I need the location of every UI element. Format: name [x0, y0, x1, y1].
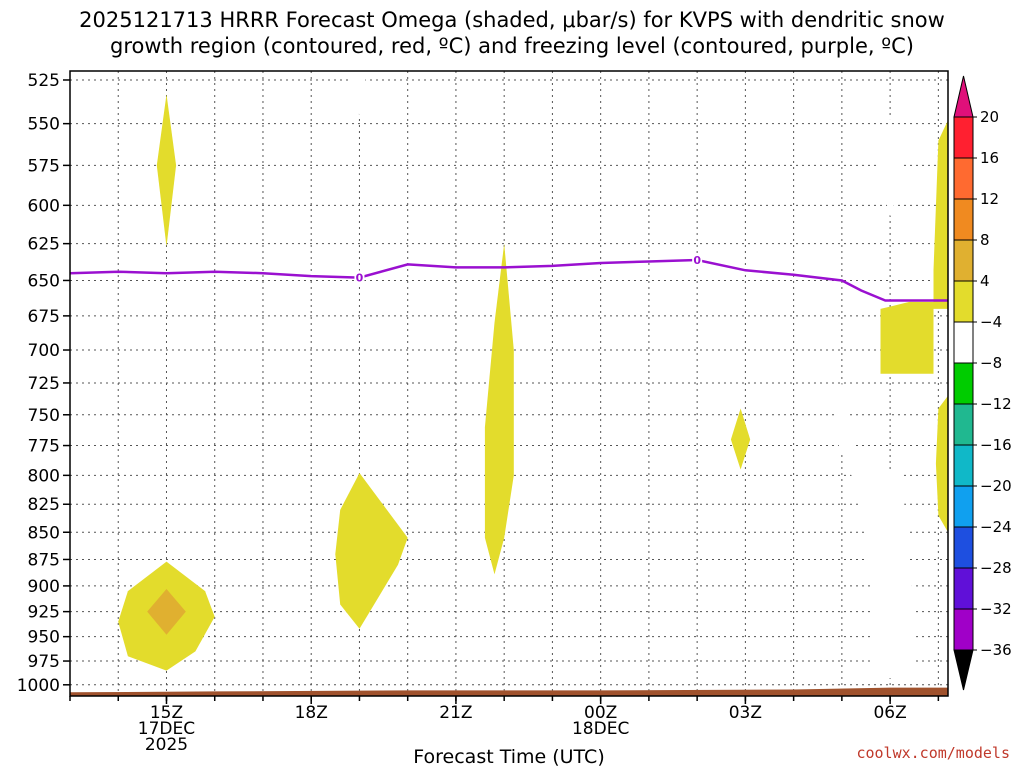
colorbar-swatch-11 — [953, 567, 974, 610]
colorbar-swatch-10 — [953, 526, 974, 569]
omega-region-yellow-15z-upper — [156, 94, 177, 247]
x-tick-label-30-0: 06Z — [873, 703, 906, 723]
colorbar-label-12: −32 — [980, 600, 1012, 618]
y-tick-label-750: 750 — [28, 406, 60, 426]
y-tick-label-825: 825 — [28, 495, 60, 515]
y-tick-label-650: 650 — [28, 271, 60, 291]
omega-region-green-19z-top — [349, 71, 367, 117]
x-tick-label-24-0: 00Z — [584, 703, 617, 723]
colorbar-label-0: 20 — [980, 108, 999, 126]
omega-region-orange-15z — [147, 589, 186, 635]
colorbar-swatch-8 — [953, 444, 974, 487]
y-tick-label-775: 775 — [28, 437, 60, 457]
colorbar-bottom-triangle — [953, 649, 974, 691]
colorbar-label-9: −20 — [980, 477, 1012, 495]
colorbar-swatch-5 — [953, 321, 974, 364]
colorbar-label-5: −4 — [980, 313, 1002, 331]
y-tick-label-725: 725 — [28, 374, 60, 394]
x-tick-label-21-0: 21Z — [439, 703, 472, 723]
chart-title-line-2: growth region (contoured, red, ºC) and f… — [110, 34, 914, 58]
colorbar-swatch-1 — [953, 157, 974, 200]
x-tick-label-15-0: 15Z — [150, 703, 183, 723]
colorbar-label-11: −28 — [980, 559, 1012, 577]
y-tick-label-675: 675 — [28, 307, 60, 327]
colorbar-swatch-4 — [953, 280, 974, 323]
colorbar-label-3: 8 — [980, 231, 990, 249]
freezing-level-label-0: 0 — [356, 272, 364, 285]
y-tick-label-850: 850 — [28, 523, 60, 543]
freezing-label-bg-0 — [354, 270, 365, 285]
colorbar-swatch-3 — [953, 239, 974, 282]
colorbar-label-7: −12 — [980, 395, 1012, 413]
y-tick-label-800: 800 — [28, 466, 60, 486]
pressure-axis: 525 550 575 600 625 650 675 700 725 750 775 800 825 8… — [17, 71, 70, 696]
y-tick-label-925: 925 — [28, 603, 60, 623]
credit-text: coolwx.com/models — [856, 744, 1010, 762]
terrain-layer — [70, 687, 948, 696]
colorbar-swatch-6 — [953, 362, 974, 405]
freezing-label-bg-1 — [692, 253, 703, 268]
y-tick-label-700: 700 — [28, 341, 60, 361]
x-tick-label-15-1: 17DEC — [138, 719, 195, 739]
y-tick-label-525: 525 — [28, 71, 60, 91]
y-tick-label-575: 575 — [28, 156, 60, 176]
terrain-surface — [70, 687, 948, 696]
freezing-level-contour-layer: 00 — [69, 253, 948, 302]
omega-region-yellow-19z — [335, 473, 408, 629]
omega-shaded-regions — [118, 71, 948, 679]
colorbar-swatch-7 — [953, 403, 974, 446]
x-tick-label-27-0: 03Z — [729, 703, 762, 723]
colorbar-label-8: −16 — [980, 436, 1012, 454]
omega-region-green-06z-lower — [832, 383, 917, 679]
x-axis-label: Forecast Time (UTC) — [413, 746, 604, 768]
y-tick-label-625: 625 — [28, 235, 60, 255]
omega-region-yellow-06z-mid — [880, 301, 934, 374]
chart-title-line-1: 2025121713 HRRR Forecast Omega (shaded, … — [79, 8, 945, 32]
colorbar-swatch-2 — [953, 198, 974, 241]
y-tick-label-875: 875 — [28, 550, 60, 570]
colorbar-label-4: 4 — [980, 272, 990, 290]
x-tick-label-15-2: 2025 — [145, 735, 188, 755]
omega-region-yellow-03z — [730, 408, 751, 470]
y-tick-label-900: 900 — [28, 577, 60, 597]
omega-region-yellow-right-upper — [933, 120, 948, 309]
freezing-level-label-1: 0 — [693, 254, 701, 267]
omega-region-yellow-right-lower — [935, 395, 948, 533]
colorbar-swatch-12 — [953, 608, 974, 651]
colorbar-label-10: −24 — [980, 518, 1012, 536]
freezing-level-line — [69, 258, 948, 302]
colorbar-label-6: −8 — [980, 354, 1002, 372]
x-tick-label-24-1: 18DEC — [572, 719, 629, 739]
colorbar-label-1: 16 — [980, 149, 999, 167]
y-tick-label-950: 950 — [28, 628, 60, 648]
omega-region-yellow-22z — [484, 243, 514, 575]
colorbar-swatch-9 — [953, 485, 974, 528]
colorbar-swatch-0 — [953, 116, 974, 159]
omega-region-green-06z-upper — [878, 116, 905, 217]
colorbar-label-2: 12 — [980, 190, 999, 208]
y-tick-label-1000: 1000 — [17, 676, 60, 696]
omega-colorbar: 20 16 12 8 4 −4 −8 −12 −16 −20 −24 −28 −32 −36 — [953, 75, 1012, 691]
x-tick-label-18-0: 18Z — [295, 703, 328, 723]
y-tick-label-975: 975 — [28, 652, 60, 672]
y-tick-label-600: 600 — [28, 196, 60, 216]
colorbar-label-13: −36 — [980, 641, 1012, 659]
y-tick-label-550: 550 — [28, 115, 60, 135]
